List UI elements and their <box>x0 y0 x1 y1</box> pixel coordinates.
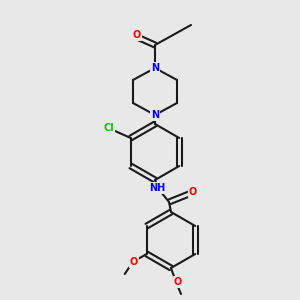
Text: O: O <box>130 257 138 267</box>
Text: O: O <box>174 277 182 287</box>
Text: N: N <box>151 110 159 120</box>
Text: O: O <box>189 187 197 197</box>
Text: NH: NH <box>149 183 165 193</box>
Text: Cl: Cl <box>103 123 114 133</box>
Text: O: O <box>133 30 141 40</box>
Text: N: N <box>151 63 159 73</box>
